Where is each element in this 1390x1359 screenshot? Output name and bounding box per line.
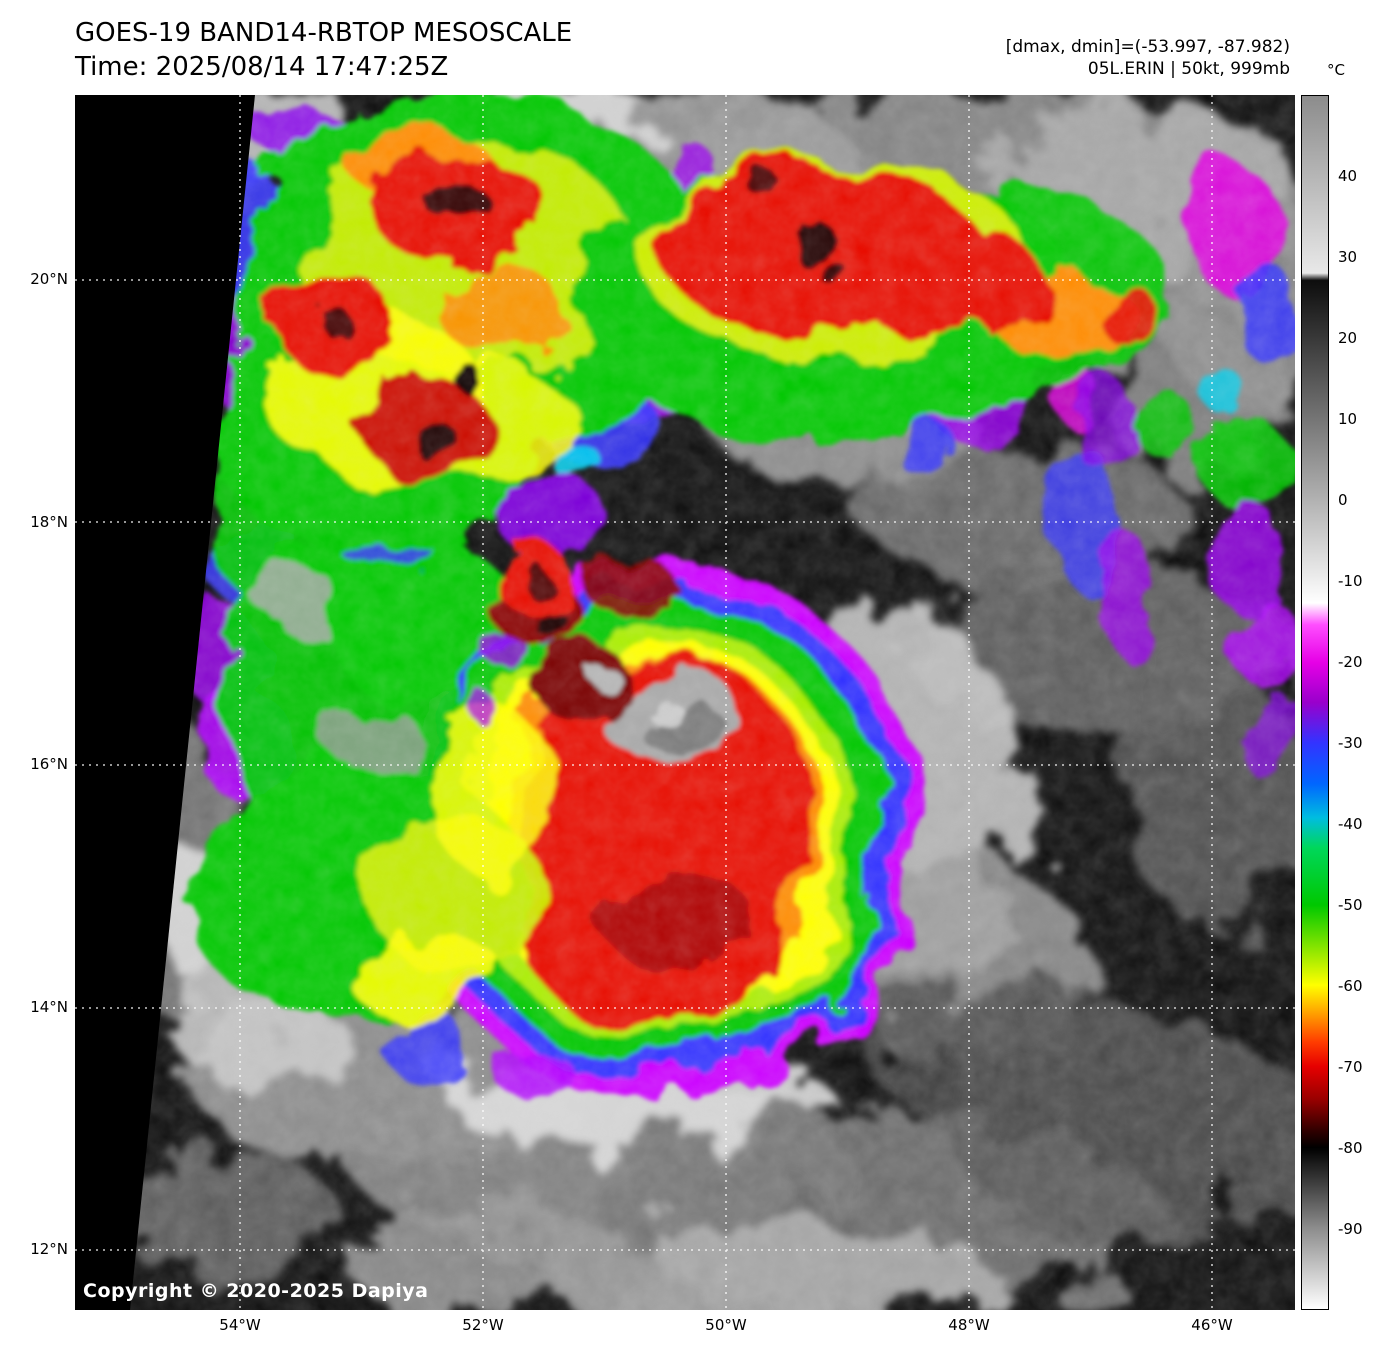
colorbar-tick-label: -40 [1338, 815, 1363, 833]
storm-info-label: 05L.ERIN | 50kt, 999mb [1087, 59, 1290, 79]
lon-tick-label: 48°W [948, 1316, 990, 1334]
lat-tick-label: 12°N [30, 1240, 68, 1258]
lon-tick-label: 50°W [705, 1316, 747, 1334]
gridlines [75, 95, 1295, 1310]
lon-tick-label: 46°W [1191, 1316, 1233, 1334]
colorbar-tick-label: -80 [1338, 1139, 1363, 1157]
satellite-image: Copyright © 2020-2025 Dapiya [75, 95, 1295, 1310]
colorbar-tick-label: 40 [1338, 167, 1358, 185]
lon-tick-label: 52°W [462, 1316, 504, 1334]
colorbar-tick-label: 20 [1338, 329, 1358, 347]
colorbar-tick-label: 30 [1338, 248, 1358, 266]
lat-tick-label: 18°N [30, 512, 68, 531]
colorbar-unit-label: °C [1327, 61, 1345, 79]
header: GOES-19 BAND14-RBTOP MESOSCALE Time: 202… [75, 16, 572, 84]
colorbar-tick-label: -10 [1338, 572, 1363, 590]
colorbar-tick-label: -50 [1338, 896, 1363, 914]
colorbar-tick-label: -20 [1338, 653, 1363, 671]
satellite-art [75, 95, 1295, 1310]
lat-tick-label: 16°N [30, 755, 68, 773]
page-title: GOES-19 BAND14-RBTOP MESOSCALE [75, 18, 573, 48]
lat-tick-label: 20°N [30, 270, 68, 288]
time-label: Time: 2025/08/14 17:47:25Z [75, 52, 449, 82]
lon-tick-label: 54°W [219, 1316, 261, 1334]
colorbar-tick-label: 10 [1338, 410, 1358, 428]
dmax-dmin-label: [dmax, dmin]=(-53.997, -87.982) [1005, 37, 1290, 57]
lat-tick-label: 14°N [30, 997, 68, 1016]
colorbar-tick-label: -60 [1338, 977, 1363, 995]
colorbar-tick-label: -30 [1338, 734, 1363, 752]
colorbar-tick-label: -70 [1338, 1058, 1363, 1076]
colorbar-tick-label: -90 [1338, 1220, 1363, 1238]
colorbar-tick-label: 0 [1338, 491, 1348, 509]
header-right: [dmax, dmin]=(-53.997, -87.982) 05L.ERIN… [1006, 36, 1290, 80]
colorbar [1301, 95, 1329, 1310]
cloud-grain-texture [130, 95, 1295, 1310]
copyright-label: Copyright © 2020-2025 Dapiya [83, 1280, 429, 1302]
